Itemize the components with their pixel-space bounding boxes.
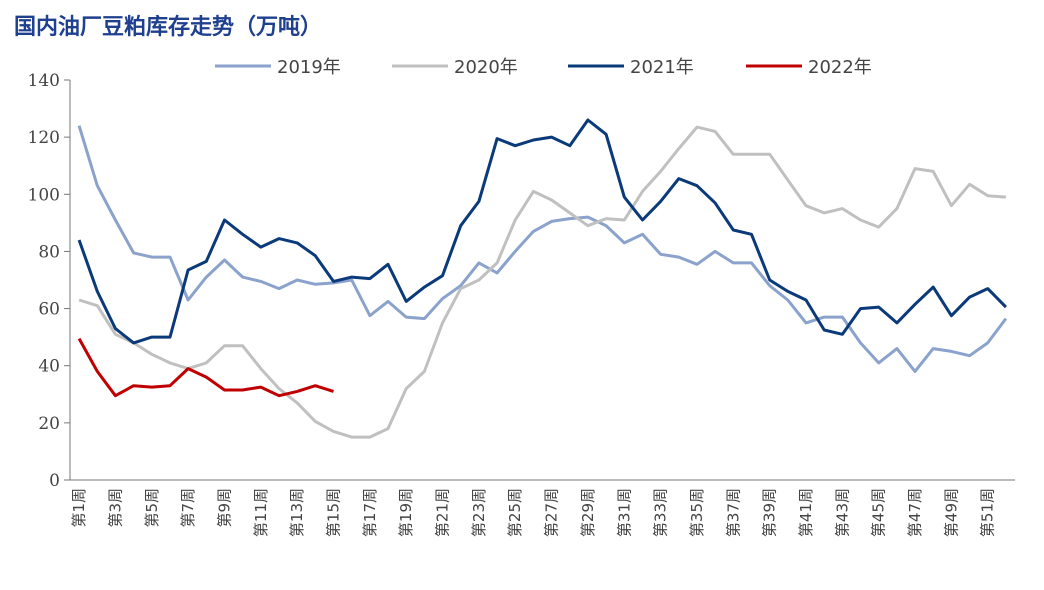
x-tick-label: 第43周: [833, 488, 851, 537]
x-tick-label: 第1周: [70, 488, 88, 528]
series-line: [77, 118, 1007, 345]
x-tick-label: 第3周: [106, 488, 124, 528]
y-tick-label: 20: [38, 414, 60, 434]
chart-title: 国内油厂豆粕库存走势（万吨）: [14, 14, 322, 40]
x-tick-label: 第47周: [906, 488, 924, 537]
legend-label: 2022年: [808, 57, 872, 78]
series-line: [77, 125, 1008, 373]
legend-label: 2021年: [630, 57, 694, 78]
x-tick-label: 第19周: [397, 488, 415, 537]
y-tick-label: 120: [28, 128, 60, 148]
x-tick-label: 第7周: [179, 488, 197, 528]
x-tick-label: 第35周: [688, 488, 706, 537]
y-tick-label: 0: [49, 471, 60, 491]
legend-label: 2019年: [277, 57, 341, 78]
series-line: [77, 337, 334, 398]
legend-label: 2020年: [454, 57, 518, 78]
x-tick-label: 第33周: [652, 488, 670, 537]
x-tick-label: 第11周: [252, 488, 270, 537]
x-tick-label: 第51周: [979, 488, 997, 537]
x-tick-label: 第41周: [797, 488, 815, 537]
x-tick-label: 第25周: [506, 488, 524, 537]
x-tick-label: 第27周: [543, 488, 561, 537]
x-tick-label: 第23周: [470, 488, 488, 537]
y-tick-label: 100: [28, 185, 60, 205]
series-line: [78, 125, 1007, 439]
x-tick-label: 第29周: [579, 488, 597, 537]
x-tick-label: 第31周: [615, 488, 633, 537]
x-tick-label: 第9周: [215, 488, 233, 528]
x-tick-label: 第15周: [325, 488, 343, 537]
y-tick-label: 40: [38, 357, 60, 377]
x-tick-label: 第39周: [761, 488, 779, 537]
x-tick-label: 第49周: [942, 488, 960, 537]
x-tick-label: 第13周: [288, 488, 306, 537]
y-tick-label: 80: [38, 242, 60, 262]
x-tick-label: 第45周: [870, 488, 888, 537]
x-tick-label: 第37周: [724, 488, 742, 537]
x-tick-label: 第5周: [143, 488, 161, 528]
x-tick-label: 第17周: [361, 488, 379, 537]
y-tick-label: 60: [38, 300, 60, 320]
y-tick-label: 140: [28, 71, 60, 91]
x-tick-label: 第21周: [434, 488, 452, 537]
